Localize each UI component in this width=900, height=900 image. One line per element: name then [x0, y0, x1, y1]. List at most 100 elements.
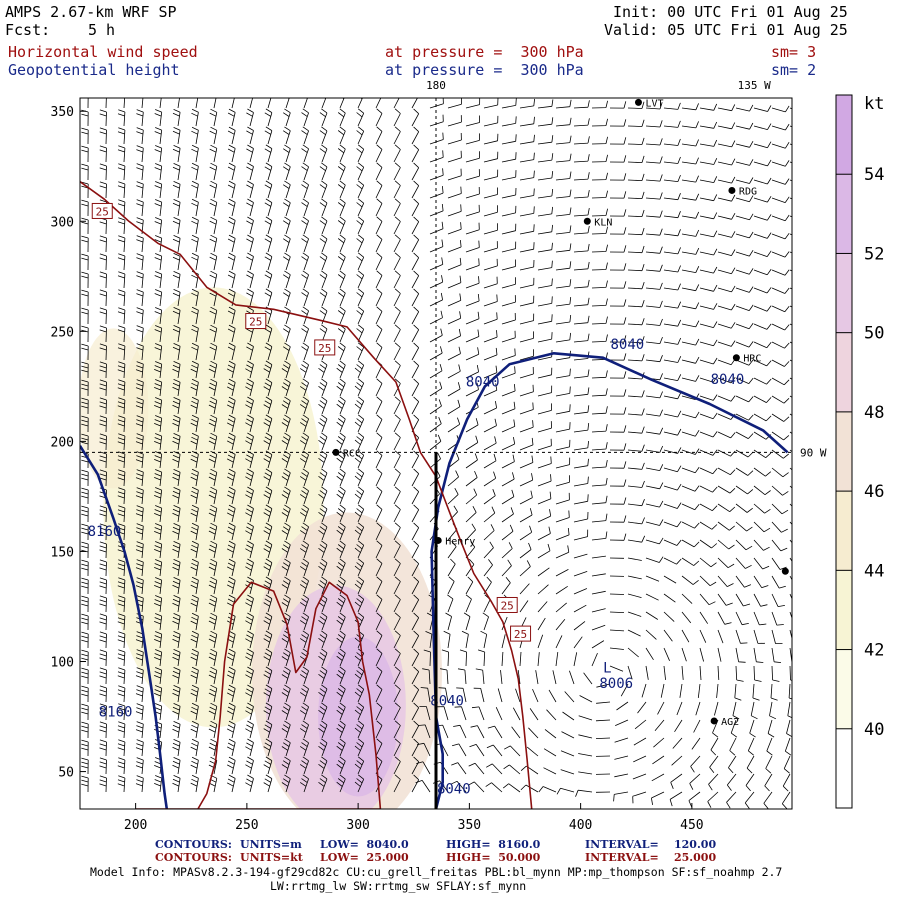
- wind-barb: [519, 525, 533, 541]
- wind-barb: [154, 649, 163, 667]
- wind-barb: [135, 721, 144, 739]
- wind-barb: [596, 683, 611, 688]
- wind-barb: [282, 162, 291, 181]
- wind-barb: [281, 450, 291, 469]
- wind-barb: [136, 199, 144, 217]
- wind-barb: [573, 440, 589, 451]
- wind-barb: [375, 612, 383, 631]
- wind-barb: [319, 144, 328, 163]
- wind-barb: [699, 431, 718, 438]
- wind-barb: [154, 199, 163, 217]
- wind-barb: [537, 601, 548, 613]
- wind-barb: [681, 193, 700, 201]
- wind-barb: [578, 715, 593, 721]
- wind-barb: [537, 367, 553, 379]
- wind-barb: [208, 720, 218, 739]
- wind-barb: [117, 199, 126, 217]
- wind-barb: [769, 701, 777, 720]
- wind-barb: [154, 703, 163, 721]
- wind-barb: [645, 336, 663, 344]
- wind-barb: [81, 757, 89, 775]
- wind-barb: [573, 190, 590, 199]
- wind-barb: [318, 630, 328, 649]
- wind-barb: [483, 151, 499, 163]
- wind-barb: [681, 103, 699, 111]
- wind-barb: [135, 631, 144, 649]
- wind-barb: [591, 406, 608, 415]
- wind-barb: [281, 504, 291, 523]
- wind-barb: [660, 683, 665, 698]
- wind-barb: [299, 720, 309, 739]
- wind-barb: [336, 504, 346, 523]
- wind-barb: [663, 211, 681, 219]
- wind-barb: [591, 442, 608, 451]
- wind-barb: [299, 684, 309, 703]
- wind-barb: [447, 204, 462, 217]
- wind-barb: [555, 189, 572, 199]
- wind-barb: [735, 231, 754, 239]
- wind-barb: [627, 227, 645, 236]
- wind-barb: [537, 617, 546, 631]
- wind-barb: [208, 504, 218, 523]
- wind-barb: [501, 634, 506, 649]
- wind-barb: [537, 332, 553, 343]
- wind-barb: [209, 270, 218, 289]
- wind-barb: [354, 468, 365, 487]
- wind-barb: [447, 275, 462, 289]
- wind-barb: [154, 631, 163, 649]
- wind-barb: [537, 188, 554, 199]
- wind-barb: [789, 431, 792, 435]
- wind-barb: [699, 339, 718, 347]
- wind-barb: [517, 670, 521, 685]
- wind-barb: [645, 210, 663, 218]
- wind-barb: [318, 378, 328, 397]
- wind-barb: [512, 707, 521, 721]
- wind-barb: [573, 208, 590, 217]
- wind-barb: [245, 612, 254, 631]
- wind-barb: [299, 666, 309, 685]
- field1-name: Horizontal wind speed: [8, 43, 198, 61]
- wind-barb: [609, 353, 627, 361]
- wind-barb: [681, 503, 700, 511]
- wind-barb: [788, 683, 792, 700]
- wind-barb: [447, 115, 462, 127]
- wind-barb: [483, 133, 499, 145]
- wind-barb: [681, 302, 700, 310]
- wind-barb: [663, 265, 681, 273]
- wind-barb: [245, 432, 254, 451]
- wind-barb: [208, 558, 218, 577]
- wind-barb: [227, 162, 236, 181]
- wind-barb: [447, 257, 462, 271]
- wind-barb: [135, 541, 144, 559]
- wind-barb: [591, 624, 606, 631]
- wind-barb: [227, 522, 236, 541]
- wind-barb: [717, 340, 736, 347]
- wind-barb: [681, 320, 700, 328]
- wind-barb: [281, 702, 291, 721]
- wind-barb: [789, 647, 792, 663]
- wind-barb: [375, 270, 383, 289]
- y-tick-label: 300: [51, 215, 74, 230]
- wind-barb: [471, 706, 485, 721]
- wind-barb: [485, 782, 503, 793]
- wind-barb: [191, 180, 199, 199]
- wind-barb: [393, 576, 401, 595]
- wind-barb: [117, 451, 126, 469]
- wind-barb: [208, 666, 218, 685]
- wind-barb: [697, 683, 701, 698]
- wind-barb: [281, 576, 291, 595]
- wind-barb: [411, 198, 420, 217]
- wind-barb: [681, 665, 684, 680]
- wind-barb: [483, 276, 498, 289]
- wind-barb: [501, 616, 508, 631]
- colorbar-segment: [836, 411, 852, 492]
- wind-barb: [336, 486, 346, 505]
- wind-barb: [789, 179, 792, 182]
- wind-barb: [663, 102, 681, 110]
- wind-barb: [172, 235, 181, 253]
- wind-barb: [264, 252, 273, 271]
- wind-barb: [301, 162, 309, 181]
- wind-barb: [375, 324, 383, 343]
- wind-barb: [595, 719, 611, 722]
- wind-barb: [609, 593, 625, 595]
